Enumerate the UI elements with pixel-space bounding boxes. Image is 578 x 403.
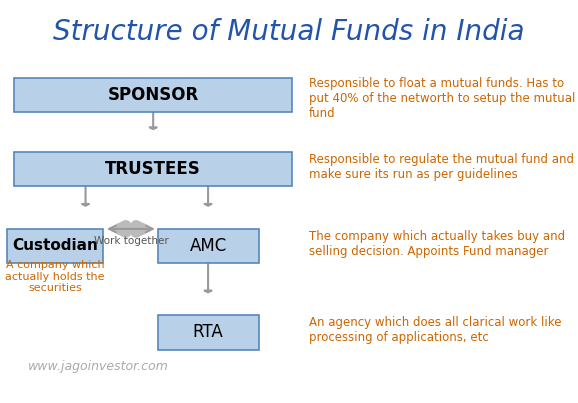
Text: TRUSTEES: TRUSTEES bbox=[105, 160, 201, 178]
Text: A company which
actually holds the
securities: A company which actually holds the secur… bbox=[5, 260, 105, 293]
FancyBboxPatch shape bbox=[14, 152, 292, 186]
FancyBboxPatch shape bbox=[14, 77, 292, 112]
Text: Responsible to regulate the mutual fund and
make sure its run as per guidelines: Responsible to regulate the mutual fund … bbox=[309, 153, 574, 181]
Text: The company which actually takes buy and
selling decision. Appoints Fund manager: The company which actually takes buy and… bbox=[309, 230, 565, 258]
Text: www.jagoinvestor.com: www.jagoinvestor.com bbox=[28, 360, 169, 373]
FancyBboxPatch shape bbox=[157, 229, 258, 263]
Text: RTA: RTA bbox=[192, 324, 224, 341]
FancyBboxPatch shape bbox=[7, 229, 103, 263]
Text: An agency which does all clarical work like
processing of applications, etc: An agency which does all clarical work l… bbox=[309, 316, 562, 344]
Text: Responsible to float a mutual funds. Has to
put 40% of the networth to setup the: Responsible to float a mutual funds. Has… bbox=[309, 77, 576, 120]
Text: Structure of Mutual Funds in India: Structure of Mutual Funds in India bbox=[53, 18, 525, 46]
Text: Custodian: Custodian bbox=[12, 238, 98, 253]
Text: Work together: Work together bbox=[94, 236, 169, 246]
Text: AMC: AMC bbox=[190, 237, 227, 255]
FancyBboxPatch shape bbox=[157, 315, 258, 350]
Text: SPONSOR: SPONSOR bbox=[108, 86, 199, 104]
